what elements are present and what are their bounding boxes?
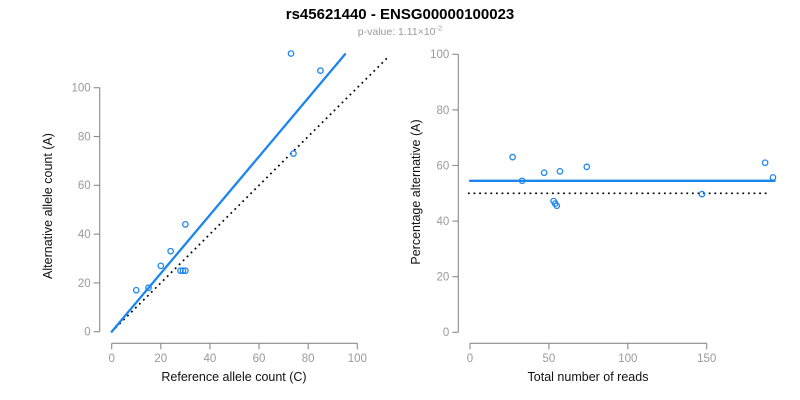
y-tick-label: 20 xyxy=(437,272,450,284)
x-tick-label: 40 xyxy=(204,353,217,365)
y-tick-label: 60 xyxy=(78,180,91,192)
y-tick-label: 0 xyxy=(84,327,90,339)
data-point xyxy=(769,174,777,181)
x-tick-label: 50 xyxy=(543,353,556,365)
x-tick-label: 20 xyxy=(154,353,167,365)
data-point xyxy=(553,202,561,210)
data-point xyxy=(157,262,165,270)
x-axis-title: Total number of reads xyxy=(528,370,649,384)
y-tick-label: 100 xyxy=(430,49,449,61)
data-point xyxy=(698,190,706,198)
x-tick-label: 100 xyxy=(348,353,367,365)
x-tick-label: 0 xyxy=(108,353,114,365)
data-point xyxy=(182,220,189,228)
y-tick-label: 60 xyxy=(437,160,450,172)
x-axis-title: Reference allele count (C) xyxy=(161,370,306,384)
x-tick-label: 0 xyxy=(467,353,473,365)
data-point xyxy=(761,159,769,167)
x-tick-label: 80 xyxy=(302,353,315,365)
identity-line xyxy=(114,56,389,329)
y-tick-label: 20 xyxy=(78,278,91,290)
y-tick-label: 100 xyxy=(72,83,91,95)
y-tick-label: 40 xyxy=(78,229,91,241)
p-value-exponent: -2 xyxy=(435,23,443,33)
data-point xyxy=(132,286,140,294)
y-tick-label: 80 xyxy=(437,105,450,117)
data-point xyxy=(145,284,152,292)
y-tick-label: 80 xyxy=(78,131,91,143)
data-point xyxy=(583,163,591,171)
y-axis-title: Alternative allele count (A) xyxy=(41,133,55,279)
p-value-text: p-value: 1.11×10 xyxy=(357,26,436,38)
left-plot: 0 20 40 60 80 100 0 20 40 60 80 100 Reference allele… xyxy=(41,50,389,384)
y-tick-label: 40 xyxy=(437,216,450,228)
y-axis-title: Percentage alternative (A) xyxy=(409,119,423,264)
data-point xyxy=(167,247,174,255)
data-point xyxy=(290,150,297,157)
data-point xyxy=(317,67,324,74)
right-plot: 0 20 40 60 80 100 0 50 100 150 Total number of rea… xyxy=(409,49,777,384)
data-point xyxy=(182,267,189,275)
data-point xyxy=(540,169,548,177)
x-tick-label: 60 xyxy=(253,353,266,365)
figure-subtitle: p-value: 1.11×10-2 xyxy=(0,23,800,38)
figure-title: rs45621440 - ENSG00000100023 xyxy=(285,6,515,23)
y-tick-label: 0 xyxy=(443,327,449,339)
data-point xyxy=(179,267,187,275)
data-point xyxy=(518,177,526,185)
x-tick-label: 150 xyxy=(697,353,716,365)
data-point xyxy=(287,50,295,57)
x-tick-label: 100 xyxy=(618,353,637,365)
data-point xyxy=(509,153,516,161)
data-point xyxy=(556,167,564,175)
